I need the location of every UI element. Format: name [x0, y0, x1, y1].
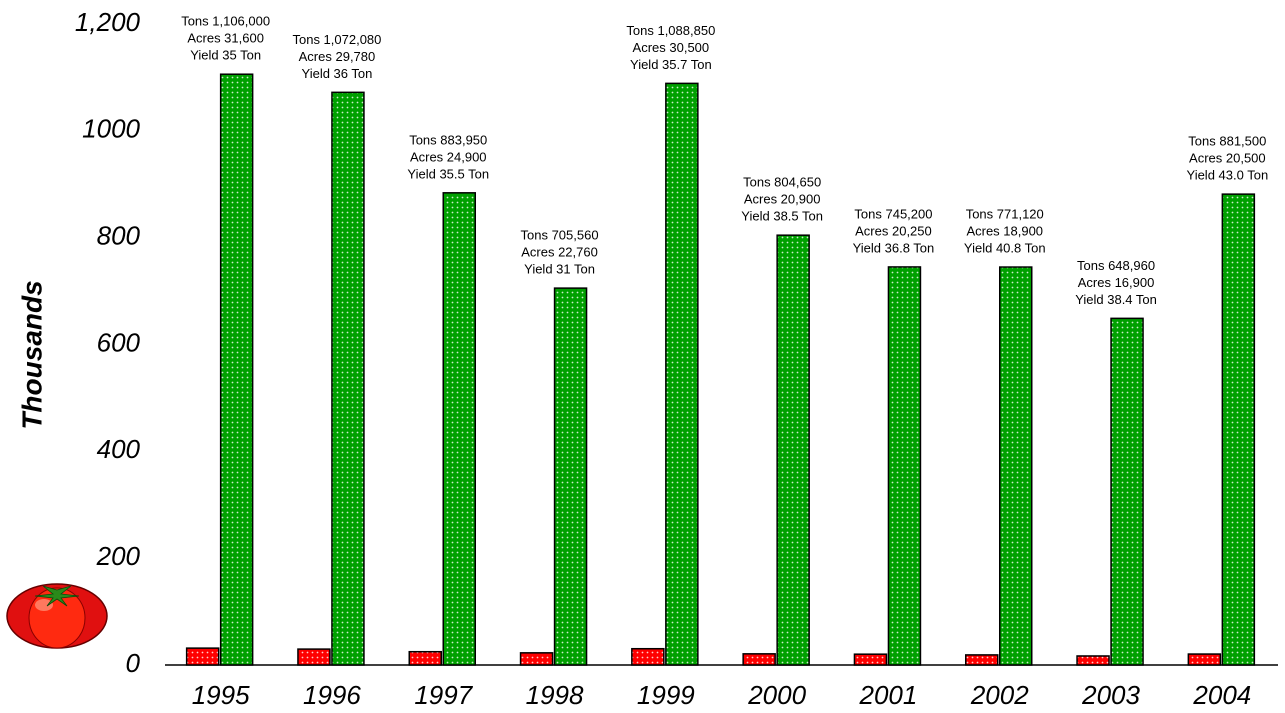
bar-annotation: Tons 883,950 [409, 132, 487, 147]
bar [631, 647, 665, 666]
x-tick-label: 1996 [303, 680, 361, 710]
bar [1187, 653, 1222, 666]
y-axis-label: Thousands [16, 280, 47, 429]
y-tick-label: 400 [97, 434, 141, 464]
bar-annotation: Yield 35 Ton [190, 48, 261, 63]
x-tick-label: 2002 [970, 680, 1029, 710]
bar [742, 653, 776, 666]
tomato-icon [6, 583, 108, 649]
bar-annotation: Tons 705,560 [521, 228, 599, 243]
y-tick-label: 200 [96, 541, 141, 571]
bar [553, 287, 588, 666]
bar-annotation: Tons 1,072,080 [292, 32, 381, 47]
bar [408, 650, 442, 666]
bar-annotation: Acres 20,500 [1189, 151, 1266, 166]
bar-annotation: Yield 31 Ton [524, 262, 595, 277]
bar-annotation: Acres 31,600 [187, 31, 264, 46]
y-tick-label: 1,200 [75, 7, 141, 37]
bar [219, 73, 254, 666]
y-tick-label: 1000 [82, 114, 140, 144]
bar-annotation: Yield 35.7 Ton [630, 57, 712, 72]
bar-annotation: Acres 24,900 [410, 149, 487, 164]
bar-annotation: Acres 20,250 [855, 223, 932, 238]
bar-annotation: Tons 1,106,000 [181, 14, 270, 29]
x-tick-label: 2003 [1081, 680, 1140, 710]
bar-annotation: Tons 648,960 [1077, 258, 1155, 273]
bar [776, 234, 810, 666]
bar-annotation: Yield 38.4 Ton [1075, 292, 1157, 307]
bar-annotation: Acres 18,900 [966, 223, 1043, 238]
x-tick-label: 1995 [192, 680, 250, 710]
bar-annotation: Yield 38.5 Ton [741, 209, 823, 224]
bar [185, 647, 220, 666]
bar-annotation: Tons 771,120 [966, 206, 1044, 221]
bar-annotation: Acres 29,780 [299, 49, 376, 64]
x-tick-label: 1997 [414, 680, 473, 710]
bar-annotation: Yield 43.0 Ton [1187, 168, 1269, 183]
bar [1076, 655, 1110, 666]
bar [965, 654, 999, 666]
bar [297, 648, 331, 666]
x-tick-label: 1999 [637, 680, 695, 710]
y-tick-label: 600 [97, 327, 141, 357]
bar-annotation: Yield 36.8 Ton [853, 240, 935, 255]
bar [665, 82, 699, 666]
bar [1110, 317, 1144, 666]
bar-annotation: Yield 36 Ton [302, 66, 373, 81]
bar [1221, 193, 1256, 666]
bar [853, 653, 888, 666]
bar [442, 192, 476, 666]
bar-annotation: Tons 881,500 [1188, 134, 1266, 149]
bar-annotation: Tons 1,088,850 [626, 23, 715, 38]
bar-annotation: Acres 22,760 [521, 245, 598, 260]
y-tick-label: 0 [126, 648, 141, 678]
bar [887, 266, 922, 666]
x-tick-label: 2001 [859, 680, 918, 710]
x-tick-label: 1998 [526, 680, 584, 710]
bar-annotation: Yield 40.8 Ton [964, 240, 1046, 255]
bar [331, 91, 365, 666]
x-tick-label: 2000 [747, 680, 806, 710]
x-tick-label: 2004 [1192, 680, 1251, 710]
bar-annotation: Acres 20,900 [744, 192, 821, 207]
bar [999, 266, 1033, 666]
y-tick-label: 800 [97, 221, 141, 251]
bar [519, 652, 554, 666]
bar-annotation: Tons 804,650 [743, 175, 821, 190]
bar-annotation: Acres 30,500 [633, 40, 710, 55]
bar-annotation: Yield 35.5 Ton [407, 166, 489, 181]
bar-annotation: Acres 16,900 [1078, 275, 1155, 290]
bar-annotation: Tons 745,200 [854, 206, 932, 221]
